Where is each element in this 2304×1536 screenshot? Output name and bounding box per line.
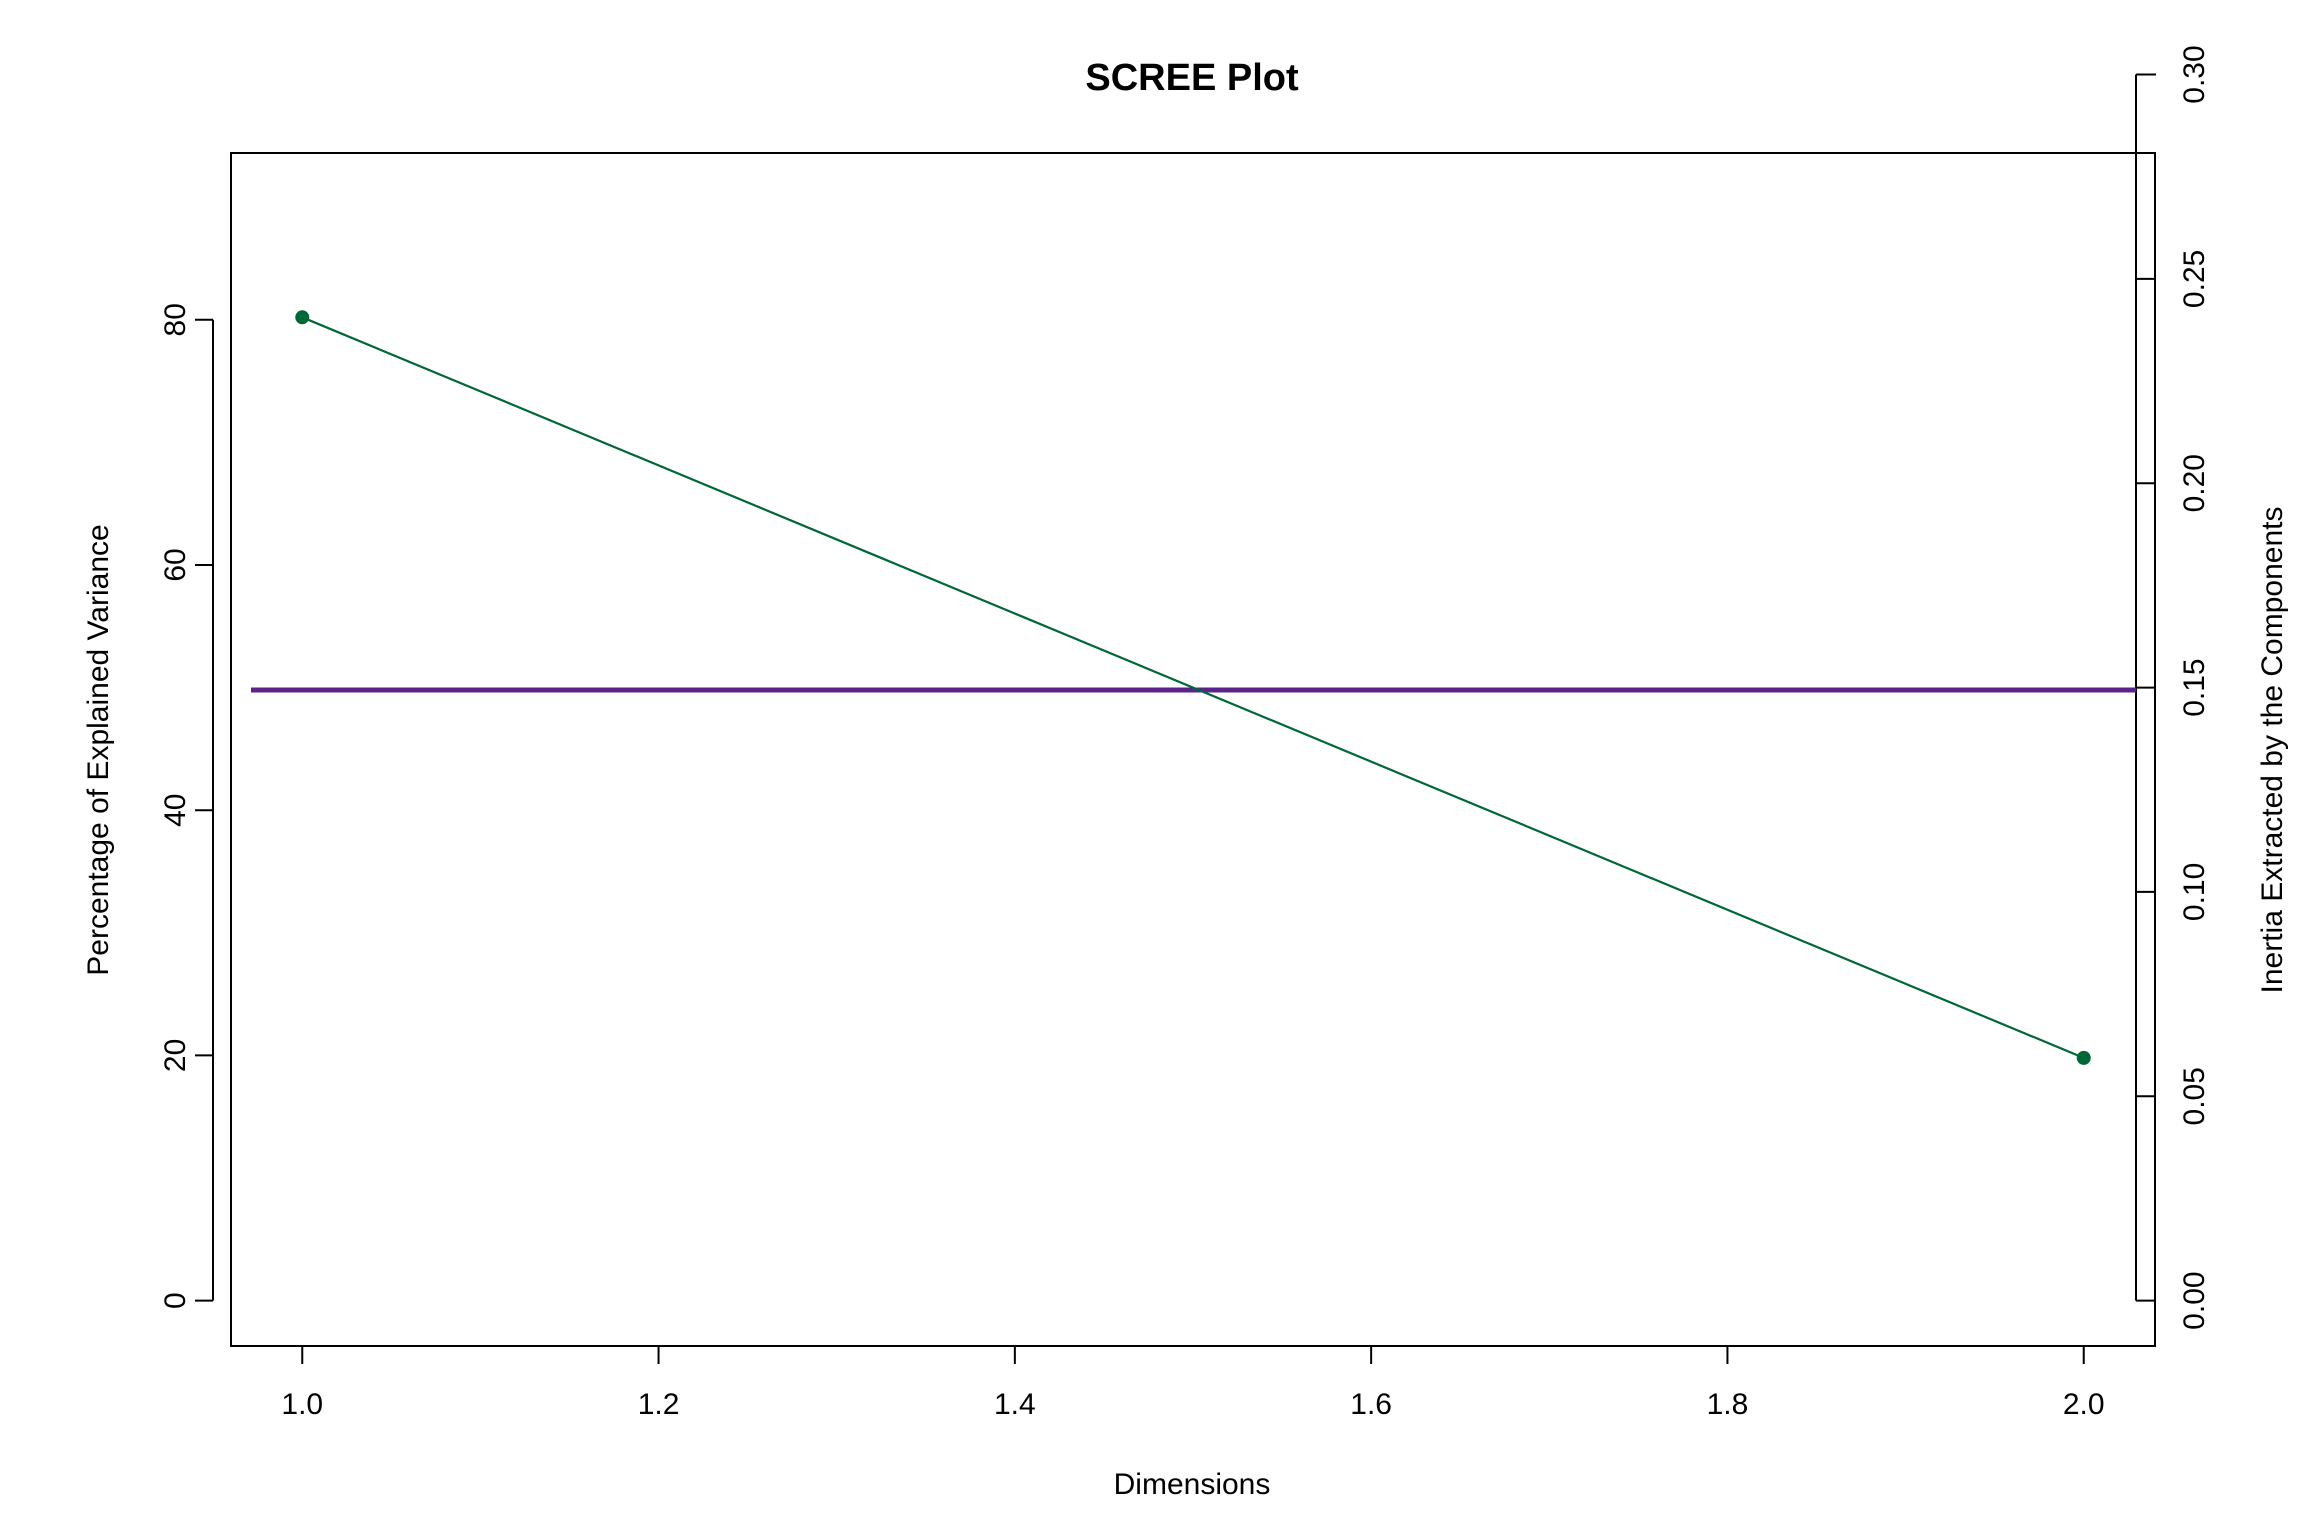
- secondary-y-tick-label: 0.20: [2178, 454, 2211, 512]
- secondary-y-tick-label: 0.15: [2178, 658, 2211, 716]
- y-axis-label: Percentage of Explained Variance: [82, 524, 115, 975]
- x-tick-label: 2.0: [2063, 1388, 2105, 1421]
- x-tick-label: 1.8: [1707, 1388, 1749, 1421]
- chart-title: SCREE Plot: [1085, 57, 1299, 99]
- y-tick-label: 40: [159, 794, 192, 827]
- secondary-y-tick-label: 0.00: [2178, 1271, 2211, 1329]
- secondary-y-tick-label: 0.25: [2178, 250, 2211, 308]
- series-line: [301, 316, 2085, 1059]
- secondary-y-axis: 0.00 0.05 0.10 0.15 0.20 0.25 0.30: [2135, 45, 2211, 1330]
- y-tick-label: 20: [159, 1039, 192, 1072]
- secondary-y-tick-label: 0.10: [2178, 863, 2211, 921]
- y-axis: 0 20 40 60 80: [159, 303, 214, 1309]
- x-tick-label: 1.6: [1350, 1388, 1392, 1421]
- x-axis-label: Dimensions: [1114, 1468, 1271, 1501]
- y-tick-label: 60: [159, 548, 192, 581]
- secondary-y-tick-label: 0.05: [2178, 1067, 2211, 1125]
- plot-frame: [230, 152, 2156, 1347]
- x-tick-label: 1.2: [638, 1388, 680, 1421]
- x-axis: 1.0 1.2 1.4 1.6 1.8 2.0: [281, 1345, 2105, 1421]
- data-point: [295, 310, 310, 325]
- data-point: [2076, 1050, 2091, 1065]
- series-layer: [295, 310, 2091, 1065]
- x-tick-label: 1.4: [994, 1388, 1036, 1421]
- secondary-y-tick-label: 0.30: [2178, 45, 2211, 103]
- y-tick-label: 0: [159, 1292, 192, 1309]
- secondary-y-axis-label: Inertia Extracted by the Components: [2256, 507, 2289, 994]
- x-tick-label: 1.0: [281, 1388, 323, 1421]
- y-tick-label: 80: [159, 303, 192, 336]
